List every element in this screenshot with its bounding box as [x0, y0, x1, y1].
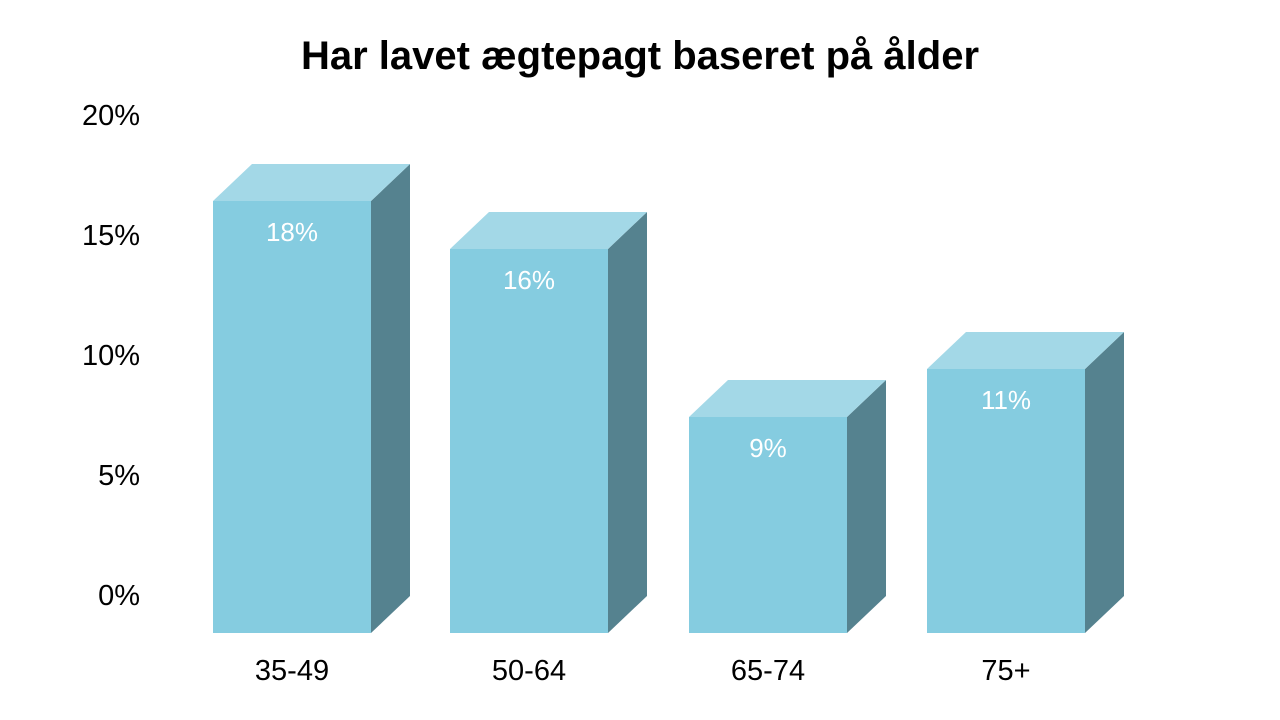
y-tick-label: 5%: [98, 460, 140, 492]
bar-data-label: 18%: [266, 217, 318, 247]
x-axis-label: 75+: [981, 655, 1031, 687]
x-axis-label: 65-74: [730, 655, 806, 687]
bar-data-label: 9%: [749, 433, 787, 463]
y-tick-label: 10%: [81, 340, 140, 372]
chart-title: Har lavet ægtepagt baseret på ålder: [300, 34, 980, 78]
x-axis-label: 50-64: [491, 655, 567, 687]
bar-side-face: [1085, 332, 1124, 633]
bar-data-label: 11%: [981, 385, 1031, 415]
bar-front-face: [927, 369, 1085, 633]
bar-side-face: [847, 380, 886, 633]
bar-top-face: [450, 212, 647, 249]
y-tick-label: 15%: [81, 220, 140, 252]
bar-top-face: [213, 164, 410, 201]
y-tick-label: 0%: [98, 580, 140, 612]
bar-top-face: [927, 332, 1124, 369]
bar-data-label: 16%: [503, 265, 555, 295]
bar-front-face: [450, 249, 608, 633]
bar-front-face: [689, 417, 847, 633]
bar-side-face: [371, 164, 410, 633]
y-tick-label: 20%: [81, 100, 140, 132]
bar-top-face: [689, 380, 886, 417]
bar-front-face: [213, 201, 371, 633]
x-axis-label: 35-49: [254, 655, 330, 687]
bar-side-face: [608, 212, 647, 633]
